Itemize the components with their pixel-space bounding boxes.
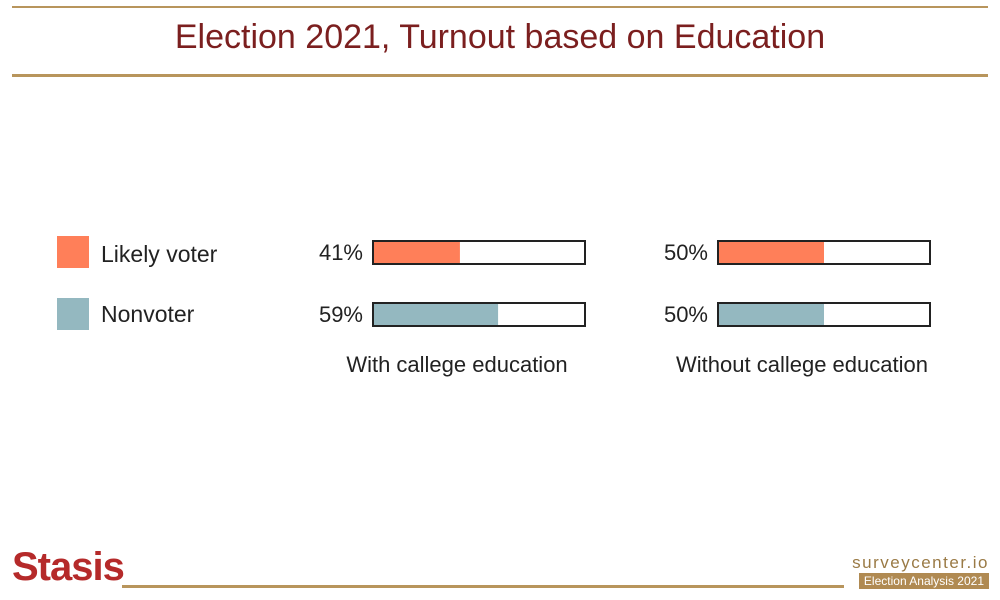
bar-likely-voter-without-college-value-label: 50%: [664, 240, 708, 265]
bar-likely-voter-without-college-outline: [717, 240, 931, 265]
footer-rule: [122, 585, 844, 588]
bar-likely-voter-with-college-outline: [372, 240, 586, 265]
bar-nonvoter-with-college-value-label: 59%: [319, 302, 363, 327]
bar-likely-voter-without-college: [718, 241, 824, 264]
legend-swatch-nonvoter: [57, 298, 89, 330]
bar-nonvoter-without-college-value-label: 50%: [664, 302, 708, 327]
site-name: surveycenter.io: [852, 553, 989, 572]
legend-label-nonvoter: Nonvoter: [101, 301, 195, 327]
bar-nonvoter-without-college: [718, 303, 824, 326]
title-underline: [12, 74, 988, 77]
top-rule: [12, 6, 988, 8]
report-badge: Election Analysis 2021: [858, 573, 989, 589]
stasis-logo: Stasis: [12, 545, 125, 589]
bar-nonvoter-with-college: [373, 303, 499, 326]
legend-swatch-likely-voter: [57, 236, 89, 268]
category-label-with-college: With callege education: [346, 352, 567, 377]
bar-nonvoter-with-college-outline: [372, 302, 586, 327]
bar-likely-voter-with-college-value-label: 41%: [319, 240, 363, 265]
chart-title: Election 2021, Turnout based on Educatio…: [174, 18, 826, 56]
legend-label-likely-voter: Likely voter: [101, 241, 218, 267]
bar-nonvoter-without-college-outline: [717, 302, 931, 327]
category-label-without-college: Without callege education: [676, 352, 928, 377]
bar-likely-voter-with-college: [373, 241, 460, 264]
